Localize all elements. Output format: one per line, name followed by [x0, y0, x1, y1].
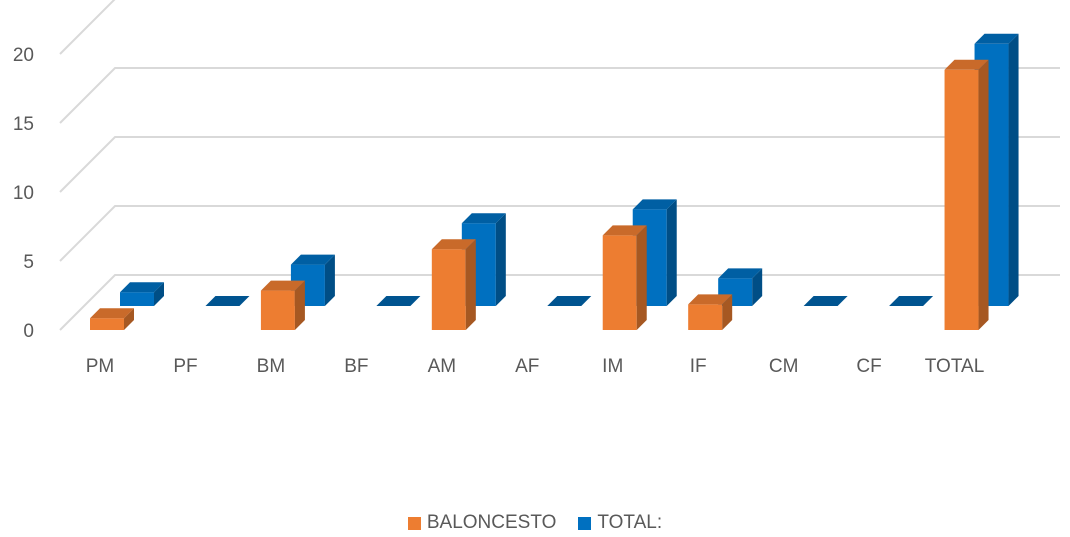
- bar-baloncesto-am: [431, 239, 476, 330]
- y-axis-ticks: 0 5 10 15 20: [13, 45, 34, 342]
- gridline-1: [59, 205, 1060, 262]
- bar-baloncesto-total-side: [978, 59, 989, 331]
- bar-baloncesto-pm-top: [90, 308, 134, 319]
- bar-baloncesto-bm-front: [260, 290, 295, 330]
- bar-baloncesto-pm-side: [124, 308, 134, 330]
- bar-total-am-side: [495, 213, 506, 306]
- bar-total-im-top: [632, 199, 677, 210]
- bar-baloncesto-total-top: [944, 59, 989, 70]
- bar-baloncesto-total-front: [944, 69, 979, 331]
- bar-total-bm-side: [324, 254, 335, 306]
- bar-baloncesto-if: [688, 294, 733, 330]
- x-tick-label-5: AF: [515, 356, 539, 377]
- bar-baloncesto-im-side: [636, 225, 647, 330]
- bar-total-if-top: [718, 268, 763, 279]
- bar-total-pf-top: [205, 296, 250, 306]
- legend-label-baloncesto: BALONCESTO: [426, 512, 557, 533]
- bar-baloncesto-if-side: [722, 294, 733, 330]
- bar-baloncesto-bm: [260, 280, 305, 330]
- x-tick-label-1: PF: [173, 356, 197, 377]
- bar-baloncesto-if-top: [688, 294, 733, 305]
- y-tick-label-0: 0: [23, 321, 34, 342]
- legend-swatch-total: [578, 516, 592, 530]
- legend-label-total: TOTAL:: [597, 512, 663, 533]
- legend-swatch-baloncesto: [407, 516, 421, 530]
- bar-total-bm: [290, 254, 335, 306]
- x-tick-label-7: IF: [690, 356, 707, 377]
- bar-total-total-top: [974, 33, 1019, 44]
- x-tick-label-8: CM: [769, 356, 799, 377]
- bars: [90, 33, 1019, 331]
- gridline-4: [59, 0, 1060, 55]
- x-tick-label-0: PM: [86, 356, 115, 377]
- x-tick-label-9: CF: [856, 356, 881, 377]
- bar-total-af: [547, 296, 592, 306]
- bar-total-bf: [376, 296, 421, 306]
- bar-total-cm-top: [803, 296, 848, 306]
- bar-baloncesto-pm: [90, 308, 134, 330]
- bar-baloncesto-if-front: [688, 304, 723, 330]
- bar-total-cf-top: [889, 296, 934, 306]
- y-tick-label-2: 10: [13, 183, 34, 204]
- bar-baloncesto-im-front: [602, 235, 637, 330]
- bar-baloncesto-am-side: [465, 239, 476, 330]
- bar-baloncesto-im-top: [602, 225, 647, 236]
- gridline-3: [59, 67, 1060, 124]
- legend-item-total: TOTAL:: [578, 512, 662, 534]
- gridlines: [59, 0, 1060, 331]
- bar-total-pm: [120, 282, 164, 306]
- bar-baloncesto-pm-front: [90, 318, 124, 330]
- bar-baloncesto-am-top: [431, 239, 476, 250]
- bar-total-cf: [889, 296, 934, 306]
- x-tick-label-3: BF: [344, 356, 368, 377]
- x-tick-label-10: TOTAL: [925, 356, 984, 377]
- gridline-2: [59, 136, 1060, 193]
- bar-total-im-side: [666, 199, 677, 306]
- x-tick-label-4: AM: [428, 356, 457, 377]
- bar-total-bm-top: [290, 254, 335, 265]
- x-tick-label-6: IM: [602, 356, 623, 377]
- y-tick-label-1: 5: [23, 252, 34, 273]
- bar-total-am-top: [461, 213, 506, 224]
- bar-total-pf: [205, 296, 250, 306]
- bar-total-if: [718, 268, 763, 306]
- bar-baloncesto-total: [944, 59, 989, 331]
- bar-total-af-top: [547, 296, 592, 306]
- bar-chart: 0 5 10 15 20 PM PF BM BF AM AF IM IF CM CF TOTAL: [13, 0, 1060, 377]
- bar-baloncesto-bm-side: [294, 280, 305, 330]
- y-tick-label-3: 15: [13, 114, 34, 135]
- bar-total-cm: [803, 296, 848, 306]
- bar-baloncesto-im: [602, 225, 647, 330]
- x-axis-ticks: PM PF BM BF AM AF IM IF CM CF TOTAL: [86, 356, 985, 377]
- bar-baloncesto-bm-top: [260, 280, 305, 291]
- bar-total-pm-front: [120, 292, 154, 306]
- bar-total-bf-top: [376, 296, 421, 306]
- y-tick-label-4: 20: [13, 45, 34, 66]
- bar-total-pm-top: [120, 282, 164, 293]
- legend-item-baloncesto: BALONCESTO: [407, 512, 557, 534]
- x-tick-label-2: BM: [257, 356, 286, 377]
- bar-total-total-side: [1008, 33, 1019, 307]
- bar-baloncesto-am-front: [431, 249, 466, 330]
- bar-total-pm-side: [154, 282, 164, 306]
- legend: BALONCESTO TOTAL:: [0, 512, 1070, 534]
- bar-total-if-side: [752, 268, 763, 306]
